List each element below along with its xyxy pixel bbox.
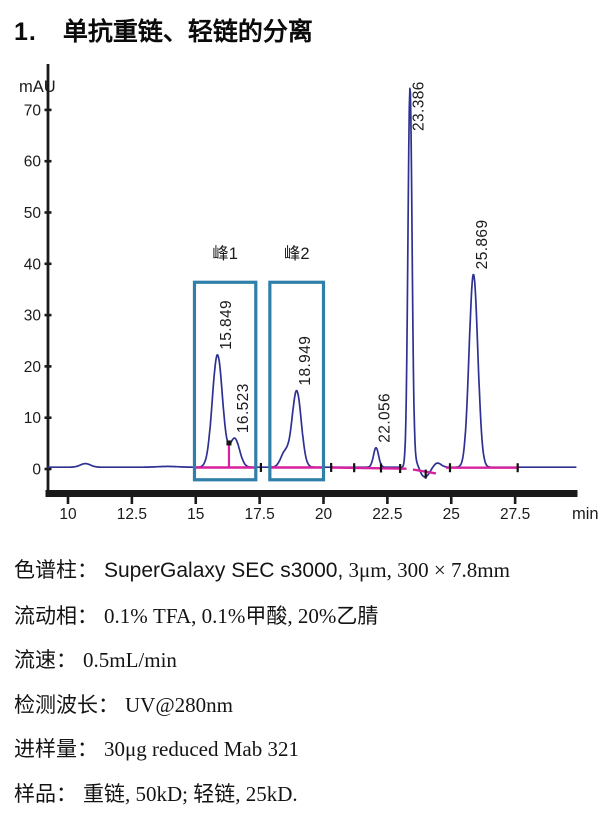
x-tick-label: 20 — [315, 506, 333, 523]
region-box — [192, 280, 258, 482]
y-tick-label: 50 — [24, 205, 42, 222]
integration-baseline — [412, 468, 437, 475]
y-tick-label: 10 — [24, 410, 42, 427]
condition-column: 色谱柱： SuperGalaxy SEC s3000, 3μm, 300 × 7.… — [14, 548, 606, 594]
method-conditions: 色谱柱： SuperGalaxy SEC s3000, 3μm, 300 × 7.… — [14, 548, 606, 817]
x-axis-unit-label: min — [572, 505, 599, 523]
condition-value-sans: SuperGalaxy SEC s3000, — [104, 559, 344, 582]
condition-value: 重链, 50kD; 轻链, 25kD. — [83, 781, 298, 806]
region-box — [268, 280, 326, 482]
condition-value: 0.1% TFA, 0.1%甲酸, 20%乙腈 — [104, 603, 379, 628]
peak-rt-label: 15.849 — [218, 300, 235, 350]
condition-value: UV@280nm — [125, 692, 234, 717]
x-tick-label: 10 — [59, 506, 77, 523]
y-axis-unit-label: mAU — [19, 78, 56, 96]
y-tick-label: 30 — [24, 308, 42, 325]
peak-rt-label: 22.056 — [377, 393, 394, 443]
region-label: 峰2 — [284, 244, 310, 263]
valley-marker — [226, 440, 232, 446]
condition-value: 3μm, 300 × 7.8mm — [343, 558, 510, 582]
section-number: 1. — [14, 18, 37, 46]
peak-rt-label: 16.523 — [235, 383, 252, 433]
condition-detection: 检测波长： UV@280nm — [14, 683, 606, 728]
integration-baseline — [331, 466, 407, 470]
condition-value: 0.5mL/min — [83, 648, 177, 673]
peak-rt-label: 25.869 — [474, 220, 491, 270]
condition-mobile-phase: 流动相： 0.1% TFA, 0.1%甲酸, 20%乙腈 — [14, 594, 606, 639]
condition-label: 色谱柱： — [14, 558, 98, 582]
condition-injection: 进样量： 30μg reduced Mab 321 — [14, 727, 606, 772]
y-tick-label: 60 — [24, 154, 42, 171]
x-tick-label: 25 — [443, 506, 460, 523]
y-tick-label: 20 — [24, 359, 42, 376]
condition-label: 检测波长： — [14, 692, 119, 717]
x-tick-label: 27.5 — [500, 506, 530, 523]
condition-value: 30μg reduced Mab 321 — [104, 737, 299, 762]
condition-flow-rate: 流速： 0.5mL/min — [14, 638, 606, 683]
y-tick-label: 70 — [24, 102, 42, 119]
x-tick-label: 17.5 — [245, 506, 275, 523]
chromatogram-chart: 0 10 20 30 40 50 60 70 10 12.5 15 17.5 20 22.5 25 27.5 m… — [19, 64, 599, 523]
y-tick-label: 40 — [24, 256, 42, 273]
region-label: 峰1 — [212, 244, 238, 263]
condition-label: 样品： — [14, 781, 77, 806]
x-axis-bar — [45, 490, 578, 497]
x-tick-label: 22.5 — [372, 506, 402, 523]
peak-rt-label: 23.386 — [411, 81, 428, 131]
section-title-text: 单抗重链、轻链的分离 — [62, 18, 313, 46]
condition-label: 流动相： — [14, 603, 98, 628]
y-tick-label: 0 — [32, 462, 41, 479]
x-tick-label: 15 — [187, 506, 204, 523]
condition-sample: 样品： 重链, 50kD; 轻链, 25kD. — [14, 772, 606, 817]
peak-rt-label: 18.949 — [297, 336, 314, 386]
x-tick-label: 12.5 — [117, 506, 147, 523]
condition-label: 进样量： — [14, 737, 98, 762]
section-title: 1. 单抗重链、轻链的分离 — [14, 12, 313, 48]
condition-label: 流速： — [14, 648, 77, 673]
